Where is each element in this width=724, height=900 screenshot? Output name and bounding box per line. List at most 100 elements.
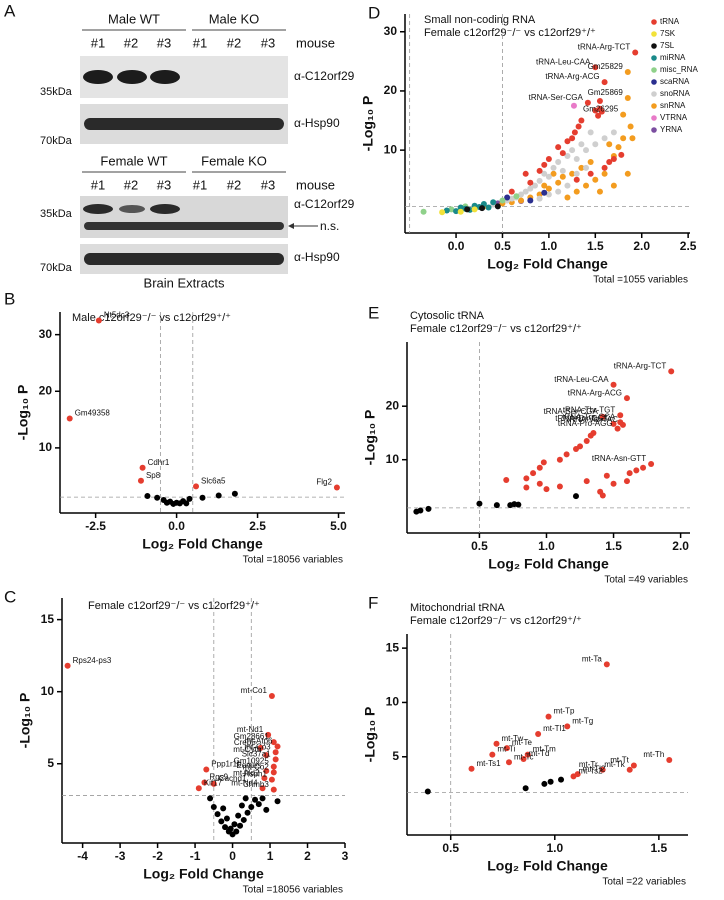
- data-point: [570, 102, 577, 109]
- data-point: [623, 395, 630, 402]
- point-label: mt-Tw: [502, 734, 524, 743]
- x-tick-label: 0.5: [442, 841, 459, 855]
- x-tick-label: 2: [304, 849, 311, 863]
- band: [84, 253, 284, 265]
- data-point: [263, 752, 270, 759]
- data-point: [530, 470, 537, 477]
- data-point: [541, 182, 548, 189]
- data-point: [457, 208, 464, 215]
- y-axis-label: -Log₁₀ P: [362, 707, 378, 763]
- x-axis-label: Log₂ Fold Change: [488, 556, 609, 572]
- legend-swatch: [651, 31, 657, 37]
- point-label: tRNA-Leu-CAA: [554, 375, 609, 384]
- data-point: [601, 170, 608, 177]
- data-point: [518, 191, 525, 198]
- point-label: mt-Ts1: [477, 759, 502, 768]
- marker-label: 35kDa: [40, 86, 73, 98]
- data-point: [536, 177, 543, 184]
- point-label: mt-Th: [643, 750, 664, 759]
- band: [83, 70, 113, 84]
- data-point: [614, 425, 621, 432]
- data-point: [263, 767, 270, 774]
- chart-subtitle: Female c12orf29⁻/⁻ vs c12orf29⁺/⁺: [410, 323, 582, 335]
- x-tick-label: 2.0: [672, 539, 689, 553]
- data-point: [237, 822, 244, 829]
- data-point: [522, 170, 529, 177]
- x-tick-label: 0.5: [494, 239, 511, 253]
- data-point: [624, 95, 631, 102]
- legend-label: miRNA: [660, 53, 686, 62]
- x-tick-label: -2.5: [85, 519, 106, 533]
- data-point: [541, 170, 548, 177]
- data-point: [587, 158, 594, 165]
- point-label: tRNA-Arg-TCT: [578, 43, 631, 52]
- point-label: tRNA-Leu-CAA: [536, 57, 591, 66]
- data-point: [540, 459, 547, 466]
- x-tick-label: 3: [342, 849, 349, 863]
- data-point: [272, 756, 279, 763]
- x-tick-label: 1.0: [538, 539, 555, 553]
- data-point: [259, 795, 266, 802]
- legend-label: 7SK: [660, 29, 676, 38]
- chart-title: Cytosolic tRNA: [410, 310, 485, 322]
- data-point: [559, 173, 566, 180]
- data-point: [648, 460, 655, 467]
- antibody-label: α-Hsp90: [294, 250, 340, 264]
- data-point: [536, 464, 543, 471]
- lane-label: #2: [227, 177, 241, 192]
- data-point: [606, 158, 613, 165]
- data-point: [569, 170, 576, 177]
- point-label: Gm28661: [234, 732, 270, 741]
- legend-swatch: [651, 67, 657, 73]
- footnote: Total =18056 variables: [243, 555, 343, 566]
- data-point: [468, 765, 475, 772]
- lane-label: #1: [193, 35, 207, 50]
- data-point: [144, 493, 151, 500]
- data-point: [255, 801, 262, 808]
- y-tick-label: 20: [39, 383, 53, 397]
- marker-label: 70kDa: [40, 135, 73, 147]
- data-point: [587, 432, 594, 439]
- note-label: n.s.: [320, 219, 339, 233]
- data-point: [252, 796, 259, 803]
- data-point: [457, 204, 464, 211]
- data-point: [603, 661, 610, 668]
- data-point: [515, 501, 522, 508]
- y-tick-label: 30: [39, 327, 53, 341]
- x-tick-label: -1: [190, 849, 201, 863]
- data-point: [550, 170, 557, 177]
- data-point: [578, 141, 585, 148]
- data-point: [583, 478, 590, 485]
- data-point: [218, 818, 225, 825]
- data-point: [599, 766, 606, 773]
- point-label: mt-Nd4: [231, 778, 258, 787]
- data-point: [632, 49, 639, 56]
- data-point: [610, 381, 617, 388]
- point-label: Flg2: [316, 478, 332, 487]
- y-tick-label: 10: [39, 440, 53, 454]
- data-point: [624, 69, 631, 76]
- data-point: [558, 776, 565, 783]
- data-point: [569, 147, 576, 154]
- data-point: [620, 111, 627, 118]
- group-label: Male WT: [108, 11, 160, 26]
- lane-label: #1: [91, 177, 105, 192]
- point-label: Rsph1: [244, 770, 268, 779]
- legend-swatch: [651, 79, 657, 85]
- footnote: Total =49 variables: [604, 575, 688, 586]
- data-point: [583, 182, 590, 189]
- data-point: [453, 208, 460, 215]
- data-point: [235, 812, 242, 819]
- data-point: [536, 167, 543, 174]
- x-axis-label: Log₂ Fold Change: [143, 866, 264, 882]
- data-point: [545, 156, 552, 163]
- point-label: mt-Nd2: [233, 768, 260, 777]
- data-point: [555, 188, 562, 195]
- data-point: [564, 182, 571, 189]
- x-tick-label: 1.5: [605, 539, 622, 553]
- data-point: [520, 755, 527, 762]
- data-point: [493, 502, 500, 509]
- data-point: [479, 205, 486, 212]
- point-label: tRNA-Thr-CGT: [555, 414, 608, 423]
